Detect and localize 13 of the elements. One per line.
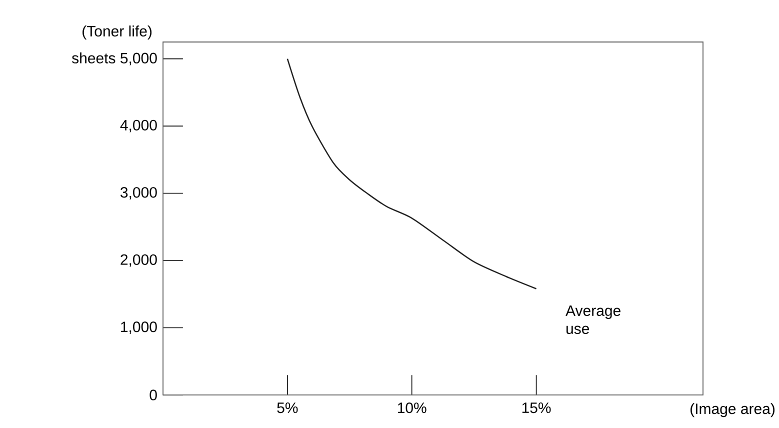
line-series: [286, 58, 537, 290]
x-tick-label: 10%: [398, 402, 426, 414]
y-axis-title: (Toner life): [82, 25, 152, 40]
y-tick-label: 0: [150, 390, 157, 400]
y-tick-label: 1,000: [121, 322, 157, 334]
x-axis-title: (Image area): [690, 403, 775, 418]
x-tick-label: 5%: [277, 402, 298, 414]
annotation: Average use: [566, 306, 620, 334]
y-tick-label: 2,000: [120, 254, 157, 267]
y-tick-label: 3,000: [120, 187, 157, 200]
y-tick-label: 4,000: [120, 120, 157, 132]
y-tick-label: sheets 5,000: [72, 52, 157, 66]
x-tick-label: 15%: [522, 402, 551, 414]
